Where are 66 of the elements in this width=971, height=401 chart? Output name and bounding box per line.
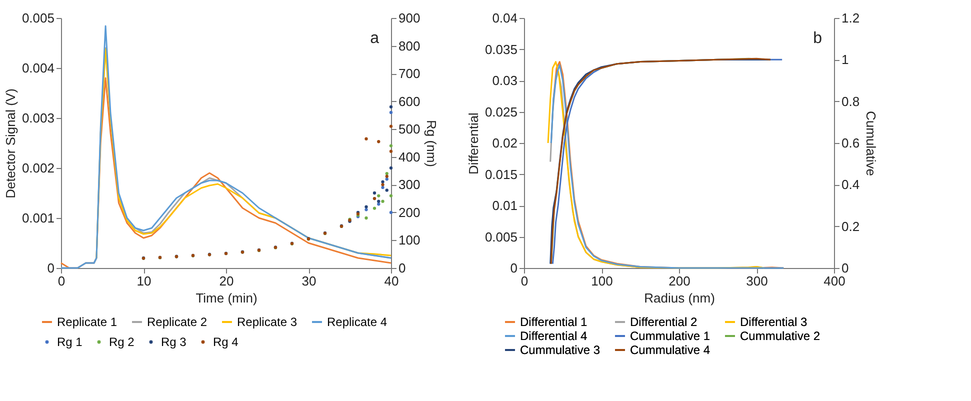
x-tick-label: 400: [824, 274, 846, 288]
y-tick-label: 0.01: [492, 198, 518, 213]
y2-tick-label: 0: [842, 260, 849, 276]
y2-tick-label: 0.8: [842, 94, 860, 109]
y2-tick-label: 100: [398, 232, 420, 248]
annotation: a: [370, 30, 380, 47]
legend-label: Cummulative 2: [740, 329, 820, 343]
y2-tick-label: 600: [398, 94, 420, 109]
legend-label: Rg 1: [57, 335, 83, 349]
x-tick-label: 0: [520, 274, 528, 288]
x-tick-label: 100: [591, 274, 613, 288]
y2-tick-label: 1: [842, 52, 849, 68]
y-axis-title: Detector Signal (V): [2, 88, 18, 198]
legend-label: Replicate 1: [57, 315, 118, 329]
legend-label: Differential 2: [630, 315, 698, 329]
legend-label: Cummulative 1: [630, 329, 710, 343]
legend-label: Differential 3: [740, 315, 808, 329]
legend-label: Differential 1: [520, 315, 588, 329]
y-tick-label: 0.035: [484, 42, 518, 57]
y-tick-label: 0.025: [484, 104, 518, 120]
x-tick-label: 30: [302, 274, 316, 288]
y-tick-label: 0.015: [484, 166, 518, 182]
y2-tick-label: 900: [398, 10, 420, 26]
x-tick-label: 10: [136, 274, 152, 288]
y2-tick-label: 700: [398, 66, 420, 82]
y2-tick-label: 300: [398, 177, 420, 192]
x-axis-title: Radius (nm): [644, 290, 715, 306]
legend-label: Replicate 3: [237, 315, 298, 329]
y2-tick-label: 0.6: [842, 136, 860, 150]
y-tick-label: 0.004: [22, 60, 54, 76]
annotation: b: [813, 30, 822, 47]
y2-tick-label: 200: [398, 204, 420, 220]
y2-tick-label: 0.4: [842, 177, 860, 192]
y-tick-label: 0.04: [492, 10, 518, 26]
legend-label: Rg 2: [109, 335, 135, 349]
x-tick-label: 40: [384, 274, 399, 288]
y-tick-label: 0.005: [22, 10, 54, 26]
y2-tick-label: 800: [398, 38, 420, 54]
y2-tick-label: 400: [398, 149, 420, 164]
x-tick-label: 0: [58, 274, 66, 288]
y2-tick-label: 0: [398, 260, 406, 276]
y2-axis-title: Cumulative: [864, 110, 879, 176]
y2-tick-label: 0.2: [842, 218, 860, 234]
y-tick-label: 0.005: [484, 229, 518, 244]
legend-label: Cummulative 3: [520, 343, 600, 357]
legend-label: Replicate 4: [327, 315, 388, 329]
y-tick-label: 0.003: [22, 110, 54, 126]
y-tick-label: 0: [47, 260, 54, 276]
y-tick-label: 0.03: [492, 73, 518, 88]
legend-label: Replicate 2: [147, 315, 208, 329]
legend-label: Rg 4: [213, 335, 239, 349]
y-axis-title: Differential: [466, 112, 481, 174]
y-tick-label: 0.002: [22, 160, 54, 176]
y-tick-label: 0.02: [492, 136, 518, 150]
x-tick-label: 20: [219, 274, 234, 288]
legend-label: Cummulative 4: [630, 343, 710, 357]
x-tick-label: 200: [668, 274, 690, 288]
x-tick-label: 300: [746, 274, 768, 288]
y2-tick-label: 1.2: [842, 10, 860, 26]
y2-axis-title: Rg (nm): [424, 120, 440, 167]
legend-label: Rg 3: [161, 335, 187, 349]
y-tick-label: 0: [510, 260, 518, 276]
y2-tick-label: 500: [398, 122, 420, 137]
y-tick-label: 0.001: [22, 210, 54, 226]
legend-label: Differential 4: [520, 329, 588, 343]
x-axis-title: Time (min): [196, 290, 258, 306]
